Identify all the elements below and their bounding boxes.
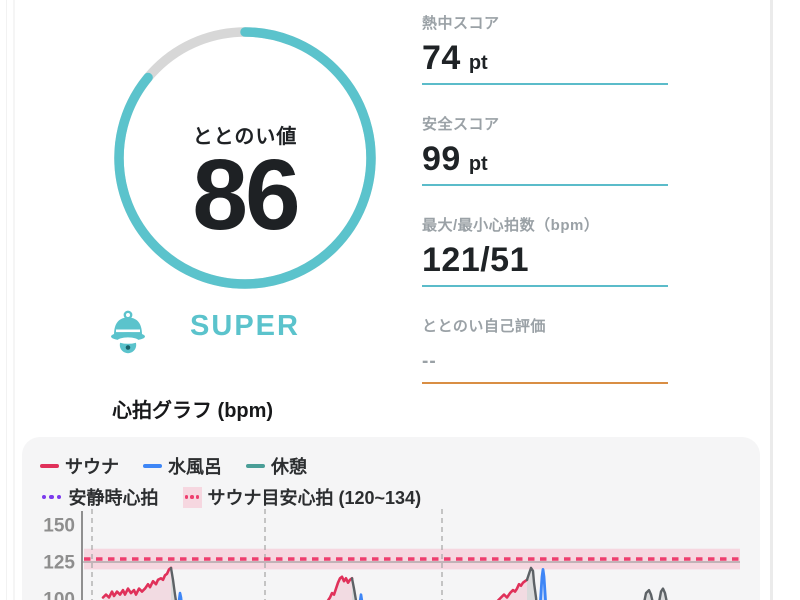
- heart-rate-chart-card: サウナ 水風呂 休憩 安静時心拍 サウナ目安心拍 (120~: [22, 437, 760, 600]
- rest-line-swatch: [246, 463, 265, 469]
- legend-sauna: サウナ: [40, 453, 119, 479]
- safety-score-unit: pt: [468, 153, 488, 175]
- left-page-edge-2: [13, 0, 15, 600]
- right-scroll-track: [770, 0, 773, 600]
- legend-cold-bath: 水風呂: [143, 453, 222, 479]
- stat-self-evaluation: ととのい自己評価 --: [422, 315, 668, 384]
- svg-text:100: 100: [43, 590, 75, 600]
- heart-rate-plot: 150 125 100: [22, 507, 760, 600]
- stat-label: ととのい自己評価: [422, 318, 546, 335]
- sauna-line-swatch: [40, 463, 59, 469]
- stat-max-min-hr: 最大/最小心拍数（bpm） 121/51: [422, 214, 668, 287]
- cold-bath-line-swatch: [143, 463, 162, 469]
- legend-target-hr: サウナ目安心拍 (120~134): [182, 484, 421, 510]
- heat-score-value: 74: [422, 39, 461, 77]
- self-evaluation-value: --: [422, 351, 437, 372]
- svg-text:150: 150: [43, 516, 75, 537]
- stat-label: 安全スコア: [422, 116, 500, 133]
- stat-label: 最大/最小心拍数（bpm）: [422, 217, 600, 234]
- gauge-progress-arc: [114, 27, 376, 289]
- svg-text:125: 125: [43, 553, 75, 574]
- totonoi-gauge: ととのい値 86 SUPER: [109, 22, 381, 354]
- resting-hr-dots-swatch: [40, 494, 63, 500]
- safety-score-value: 99: [422, 140, 461, 178]
- sauna-hat-icon: [111, 310, 145, 354]
- heat-score-unit: pt: [468, 52, 488, 74]
- max-min-hr-value: 121/51: [422, 241, 529, 279]
- stat-safety-score: 安全スコア 99 pt: [422, 113, 668, 186]
- gauge-title: ととのい値: [192, 126, 298, 148]
- heart-rate-plot-svg: 150 125 100: [43, 509, 740, 600]
- rating-label: SUPER: [190, 310, 300, 342]
- legend-rest: 休憩: [246, 453, 307, 479]
- heart-rate-chart-title: 心拍グラフ (bpm): [112, 400, 274, 422]
- stat-label: 熱中スコア: [422, 15, 500, 32]
- left-page-edge: [6, 0, 7, 600]
- stats-column: 熱中スコア 74 pt 安全スコア 99 pt 最大/最小心拍数（bpm） 12…: [422, 12, 668, 384]
- totonoi-score-value: 86: [192, 139, 300, 251]
- target-hr-band-swatch: [182, 486, 202, 508]
- chart-legend: サウナ 水風呂 休憩 安静時心拍 サウナ目安心拍 (120~: [22, 437, 760, 510]
- stat-heat-score: 熱中スコア 74 pt: [422, 12, 668, 85]
- legend-resting-hr: 安静時心拍: [40, 484, 159, 510]
- gauge-ring: [114, 27, 376, 289]
- rating-row: SUPER: [109, 310, 381, 354]
